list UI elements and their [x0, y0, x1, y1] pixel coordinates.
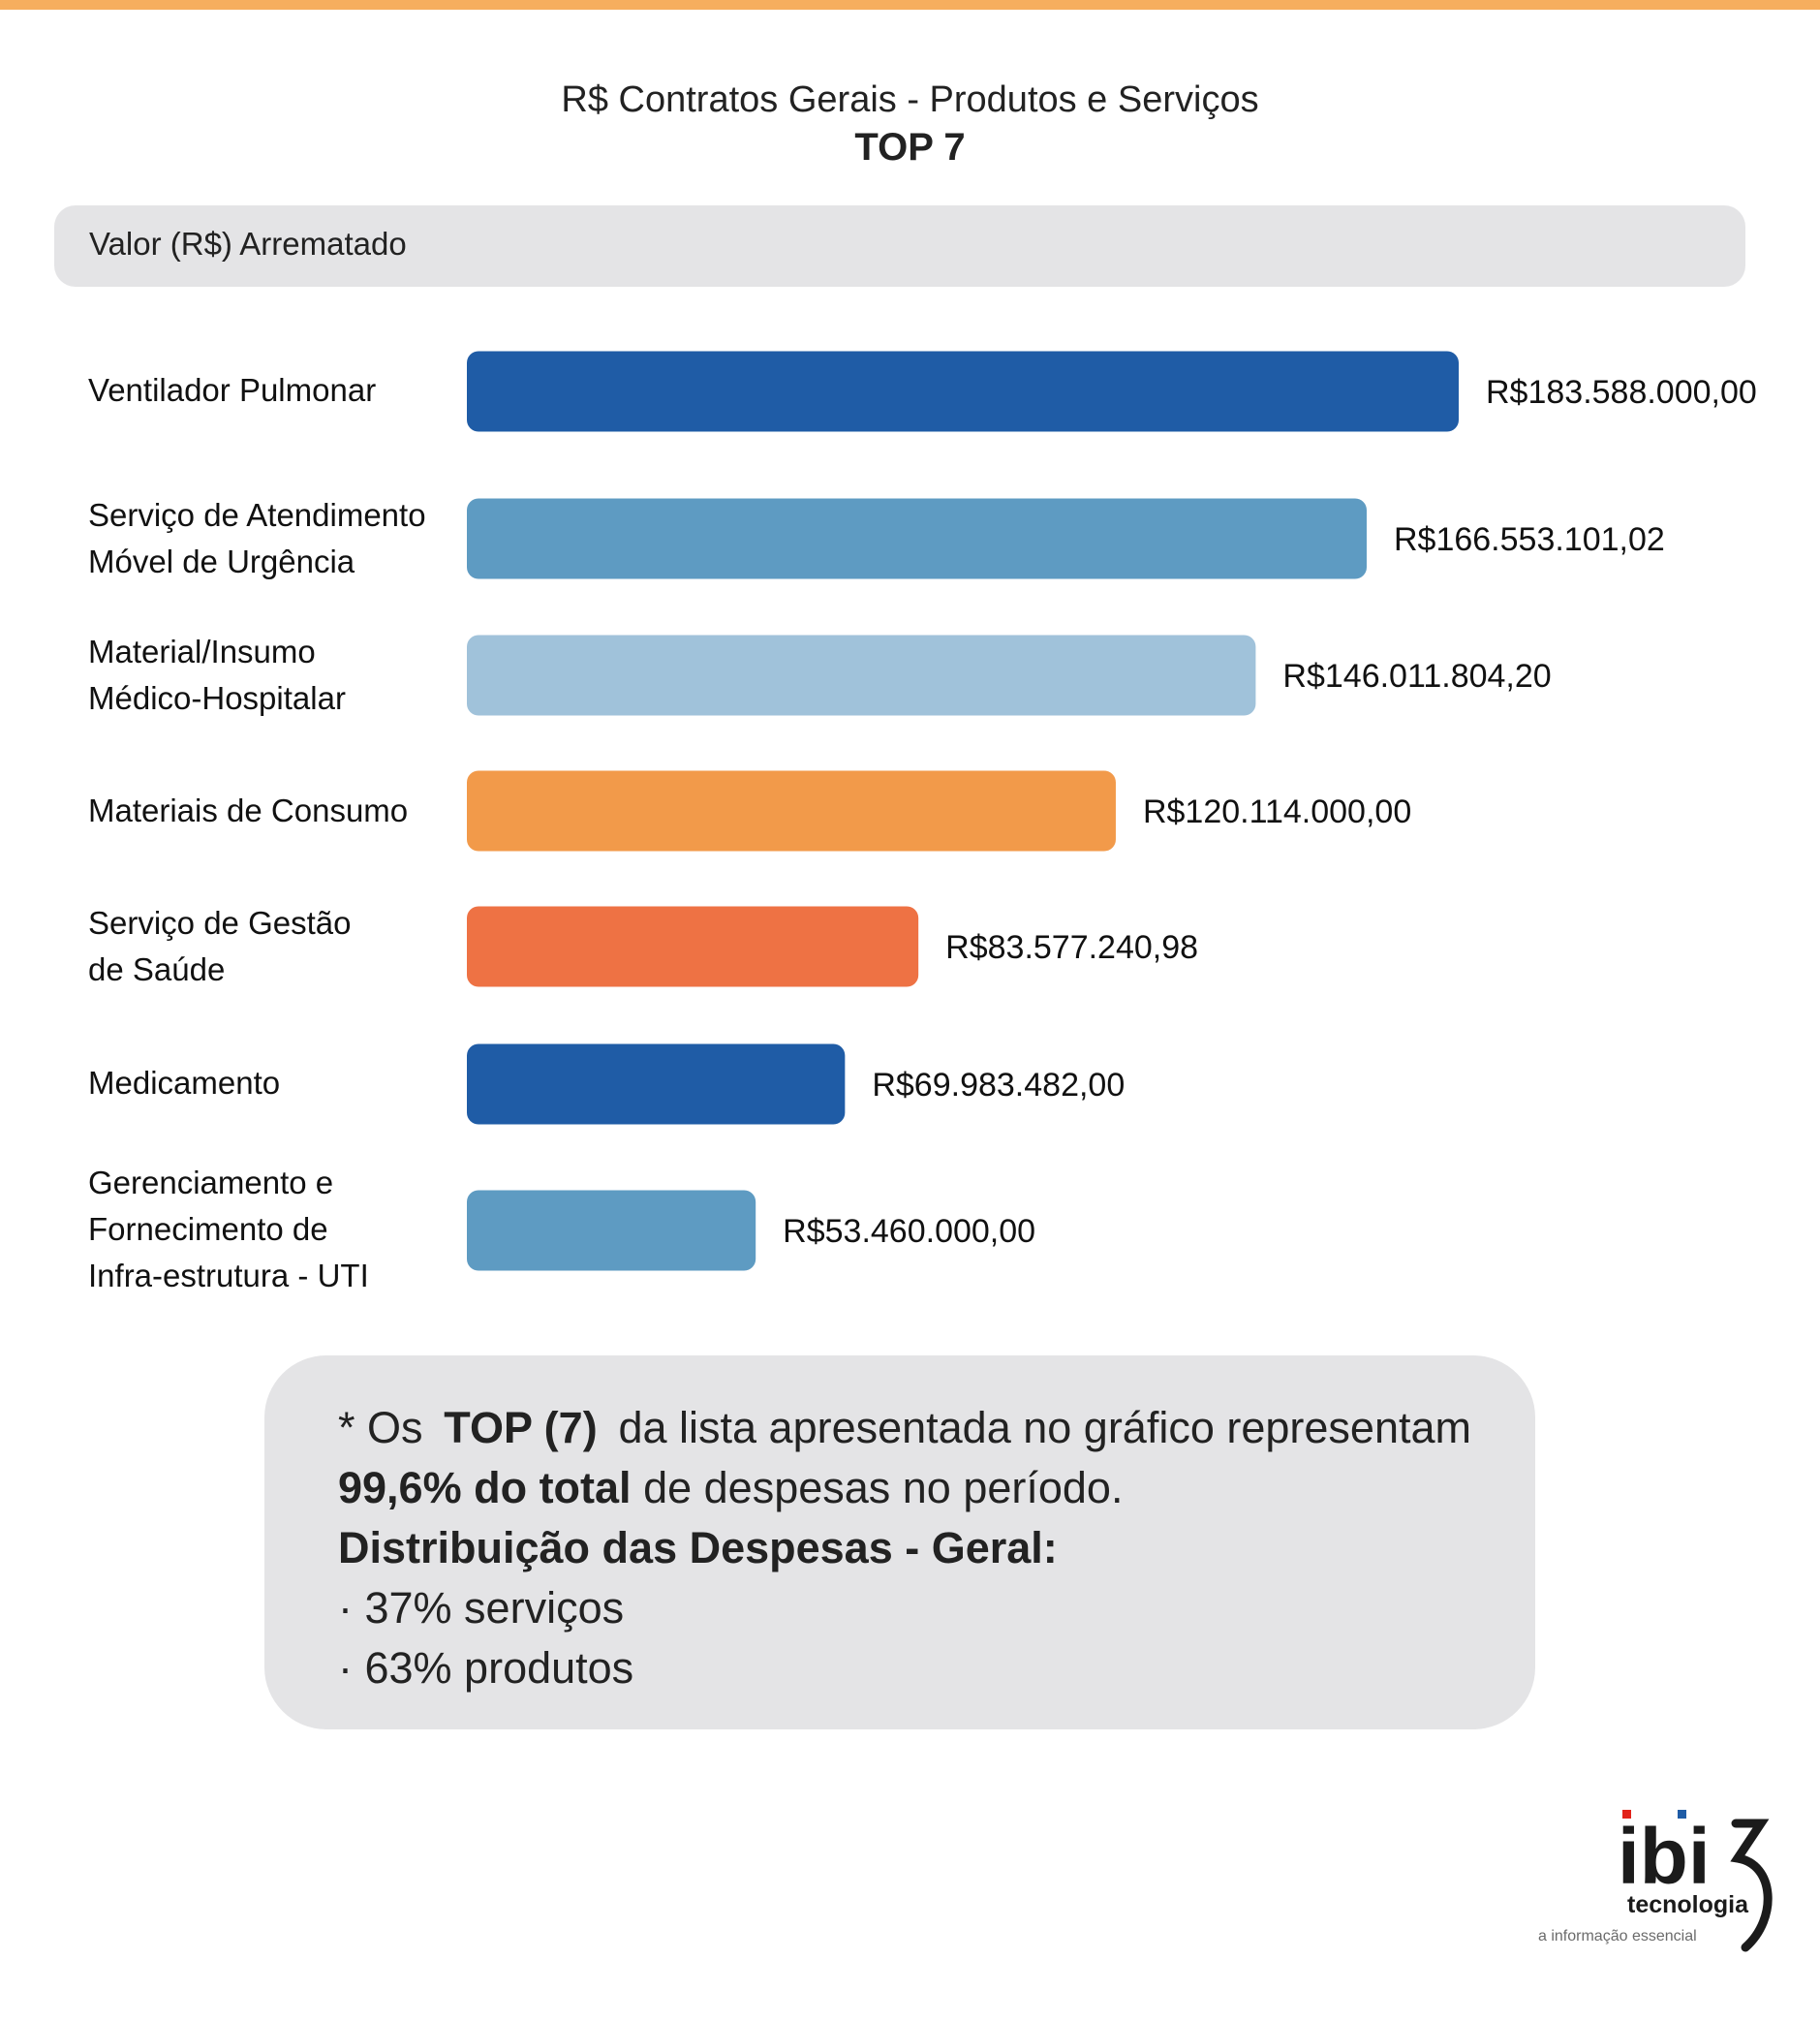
note-line-5: · 63% produtos: [338, 1643, 634, 1693]
bar-4: [467, 906, 919, 987]
ibi-logo: ibi tecnologia a informação essencial: [1538, 1810, 1773, 1952]
note-line-1: * Os TOP (7) da lista apresentada no grá…: [338, 1398, 1471, 1458]
top-accent-stripe: [0, 0, 1820, 10]
category-label-gestao-saude: Serviço de Gestão de Saúde: [88, 905, 352, 987]
bar-chart: R$183.588.000,00 R$166.553.101,02 R$146.01…: [467, 351, 1757, 1271]
note-line-1-c: da lista apresentada no gráfico represen…: [618, 1403, 1471, 1452]
note-line-4: · 37% serviços: [338, 1583, 625, 1633]
note-line-1-b: TOP (7): [444, 1403, 598, 1452]
logo-blue-dot: [1678, 1810, 1686, 1819]
bar-2: [467, 635, 1256, 716]
logo-swoosh: [1730, 1819, 1773, 1952]
category-label-samu: Serviço de Atendimento Móvel de Urgência: [88, 497, 426, 579]
note-line-1-a: * Os: [338, 1403, 423, 1452]
axis-label: Valor (R$) Arrematado: [89, 226, 407, 262]
value-label-1: R$166.553.101,02: [1394, 521, 1665, 558]
value-label-6: R$53.460.000,00: [783, 1213, 1035, 1250]
value-label-0: R$183.588.000,00: [1486, 374, 1757, 411]
chart-subtitle: TOP 7: [854, 126, 966, 169]
logo-tagline: a informação essencial: [1538, 1928, 1697, 1944]
value-label-5: R$69.983.482,00: [872, 1067, 1125, 1104]
bar-3: [467, 770, 1116, 852]
note-line-2: 99,6% do total de despesas no período.: [338, 1458, 1471, 1518]
category-label-medicamento: Medicamento: [88, 1065, 281, 1101]
axis-label-band: Valor (R$) Arrematado: [54, 205, 1745, 287]
note-line-2-a: 99,6% do total: [338, 1463, 632, 1512]
bar-5: [467, 1043, 846, 1125]
note-line-3: Distribuição das Despesas - Geral:: [338, 1523, 1058, 1572]
logo-red-dot: [1622, 1810, 1631, 1819]
value-label-3: R$120.114.000,00: [1143, 793, 1411, 830]
logo-wordmark: ibi: [1618, 1813, 1711, 1901]
note-box: * Os TOP (7) da lista apresentada no grá…: [264, 1355, 1535, 1729]
category-label-ventilador: Ventilador Pulmonar: [88, 372, 377, 408]
bar-6: [467, 1190, 756, 1271]
note-line-2-b: de despesas no período.: [631, 1463, 1124, 1512]
value-label-2: R$146.011.804,20: [1282, 658, 1551, 695]
bar-0: [467, 351, 1459, 432]
category-label-uti: Gerenciamento e Fornecimento de Infra-es…: [88, 1165, 369, 1293]
category-label-material-insumo: Material/Insumo Médico-Hospitalar: [88, 634, 346, 716]
logo-tecnologia: tecnologia: [1627, 1891, 1749, 1918]
bar-1: [467, 498, 1367, 579]
note-text: * Os TOP (7) da lista apresentada no grá…: [338, 1398, 1471, 1698]
category-label-materiais-consumo: Materiais de Consumo: [88, 793, 409, 828]
value-label-4: R$83.577.240,98: [945, 929, 1198, 966]
chart-title: R$ Contratos Gerais - Produtos e Serviço…: [561, 79, 1259, 120]
